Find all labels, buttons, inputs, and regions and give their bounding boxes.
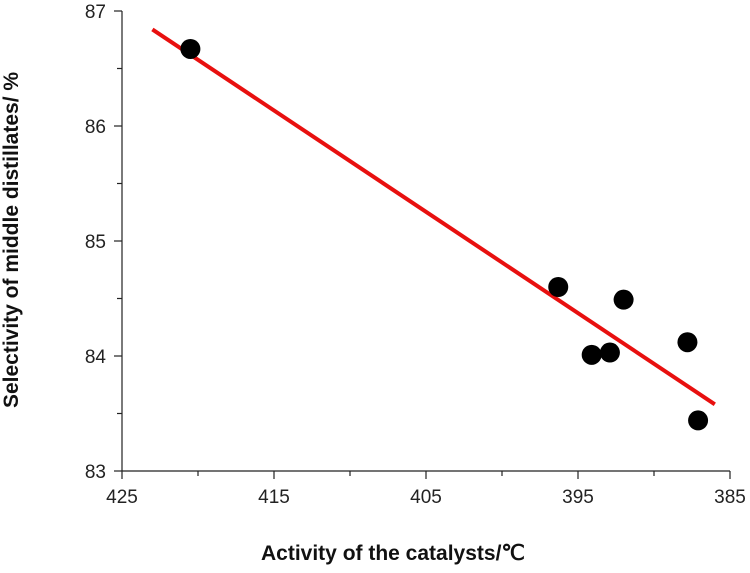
y-ticks: 83 84 85 86 87 <box>85 2 122 483</box>
x-axis-title: Activity of the catalysts/℃ <box>261 542 525 565</box>
linear-fit-line <box>151 27 716 406</box>
y-tick-label: 87 <box>85 2 106 23</box>
x-tick-label: 425 <box>106 487 138 508</box>
x-tick-label: 415 <box>258 487 290 508</box>
axes <box>121 11 730 472</box>
x-tick-label: 395 <box>562 487 594 508</box>
y-tick-label: 85 <box>85 232 106 253</box>
y-axis-title: Selectivity of middle distillates/ % <box>0 72 23 408</box>
data-points <box>180 38 709 431</box>
x-ticks: 425 415 405 395 385 <box>106 471 746 508</box>
y-tick-label: 83 <box>85 462 106 483</box>
data-point <box>688 410 709 431</box>
fit-line-group <box>151 27 716 406</box>
data-point <box>581 344 602 365</box>
x-tick-label: 385 <box>714 487 746 508</box>
data-point <box>677 332 698 353</box>
y-tick-label: 84 <box>85 347 107 368</box>
data-point <box>180 38 201 59</box>
x-tick-label: 405 <box>410 487 442 508</box>
y-tick-label: 86 <box>85 117 106 138</box>
data-point <box>548 277 569 297</box>
data-point <box>599 342 620 363</box>
data-point <box>613 289 634 310</box>
